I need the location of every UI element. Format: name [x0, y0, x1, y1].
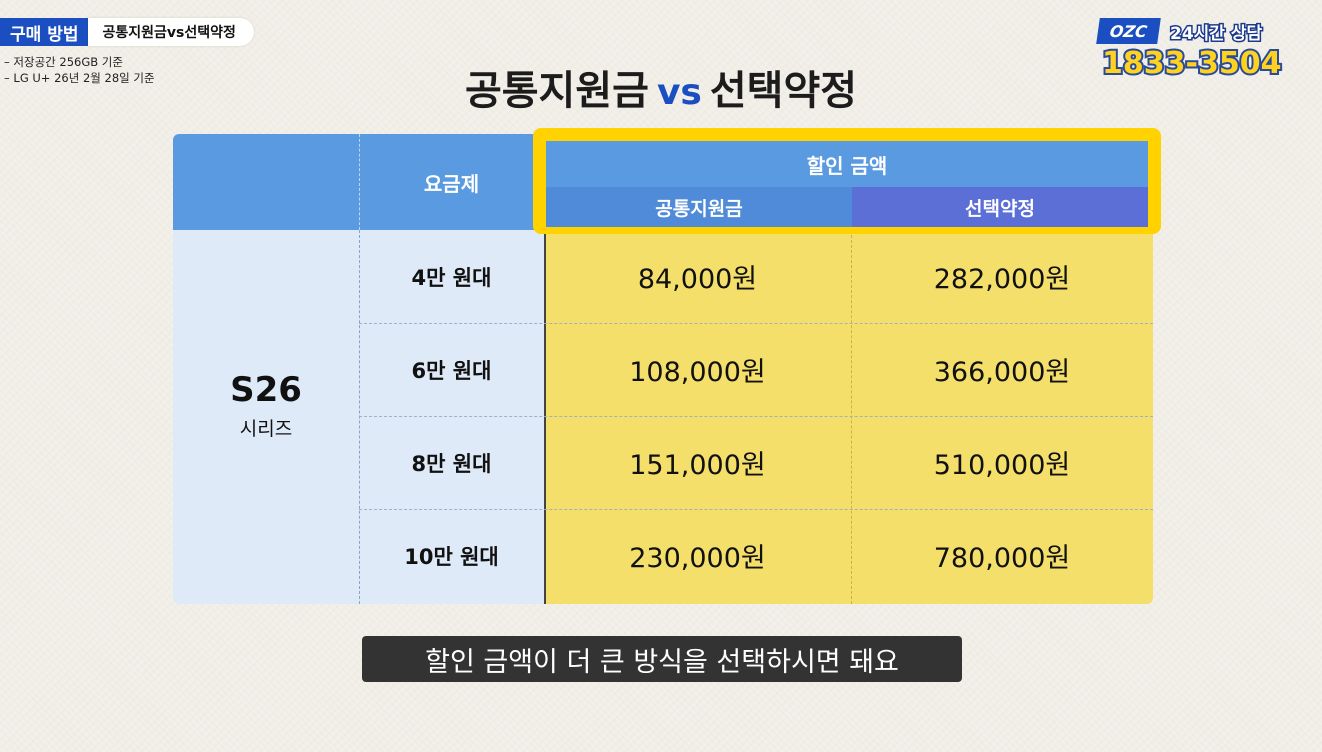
common-subsidy-header: 공통지원금 [546, 187, 852, 227]
plan-cell: 4만 원대 [411, 265, 492, 290]
plan-cell: 10만 원대 [404, 544, 499, 569]
row-divider [359, 416, 1153, 417]
title-left: 공통지원금 [464, 68, 649, 114]
discount-header-highlight: 할인 금액 공통지원금 선택약정 [533, 128, 1161, 234]
page-title: 공통지원금 vs 선택약정 [0, 58, 1322, 116]
common-value: 151,000원 [629, 450, 766, 481]
section-tag: 구매 방법 공통지원금vs선택약정 [0, 18, 254, 46]
comparison-table: 요금제 S26 시리즈 4만 원대 84,000원 282,000원 6만 원대… [173, 134, 1153, 604]
common-value: 108,000원 [629, 357, 766, 388]
common-value: 230,000원 [629, 543, 766, 574]
discount-header-title: 할인 금액 [546, 141, 1148, 188]
brand-hours: 24시간 상담 [1168, 22, 1263, 45]
values-area [544, 230, 1153, 604]
row-divider [359, 323, 1153, 324]
plan-header: 요금제 [423, 171, 480, 196]
brand-contact: OZC 24시간 상담 1833-3504 [1096, 18, 1298, 83]
series-sub: 시리즈 [239, 418, 293, 440]
section-tag-main: 구매 방법 [0, 18, 89, 46]
discount-header: 할인 금액 공통지원금 선택약정 [546, 141, 1148, 227]
selective-value: 366,000원 [933, 357, 1071, 388]
selective-contract-header: 선택약정 [852, 187, 1148, 227]
selective-value: 510,000원 [933, 450, 1071, 481]
values-divider [851, 230, 852, 604]
common-value: 84,000원 [637, 264, 758, 295]
selective-value: 282,000원 [933, 264, 1071, 295]
section-tag-sub: 공통지원금vs선택약정 [88, 18, 254, 46]
footnote-date: – LG U+ 26년 2월 28일 기준 [4, 71, 155, 85]
title-vs: vs [656, 72, 702, 113]
table-header-left [173, 134, 544, 230]
title-right: 선택약정 [709, 68, 858, 114]
selective-value: 780,000원 [933, 543, 1071, 574]
header-divider [359, 134, 360, 230]
series-cell: S26 시리즈 [173, 230, 359, 604]
brand-phone: 1833-3504 [1100, 44, 1283, 83]
row-divider [359, 509, 1153, 510]
plan-cell: 8만 원대 [411, 451, 492, 476]
brand-logo: OZC [1096, 18, 1161, 44]
footnote-storage: – 저장공간 256GB 기준 [4, 55, 123, 69]
series-name: S26 [230, 370, 302, 410]
plan-column [359, 230, 545, 604]
footnotes: – 저장공간 256GB 기준 – LG U+ 26년 2월 28일 기준 [4, 54, 155, 86]
plan-cell: 6만 원대 [411, 358, 492, 383]
caption-subtitle: 할인 금액이 더 큰 방식을 선택하시면 돼요 [362, 636, 962, 682]
